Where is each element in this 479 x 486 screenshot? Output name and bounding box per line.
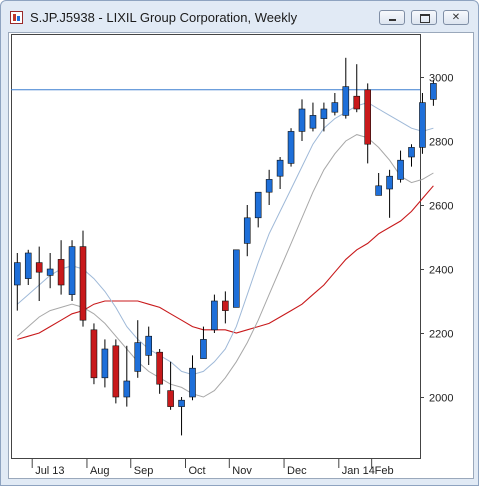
candle-up[interactable] (178, 399, 185, 407)
candle-up[interactable] (101, 348, 109, 379)
candle-up[interactable] (331, 102, 339, 113)
candle-up[interactable] (276, 159, 284, 177)
candle-up[interactable] (430, 83, 437, 100)
candle-down[interactable] (79, 246, 87, 321)
candle-up[interactable] (145, 335, 152, 356)
x-tick-label: Jan 14 (342, 465, 375, 477)
candle-up[interactable] (408, 147, 415, 158)
close-icon[interactable] (443, 10, 469, 25)
candle-up[interactable] (375, 185, 382, 196)
y-tick-label: 2000 (429, 393, 453, 405)
candle-down[interactable] (222, 300, 229, 311)
x-tick-label: Oct (189, 465, 206, 477)
moving-average-mid (16, 134, 434, 398)
y-tick-label: 2600 (429, 201, 453, 213)
candle-up[interactable] (386, 175, 393, 190)
candle-up[interactable] (254, 191, 262, 219)
candle-up[interactable] (298, 108, 306, 132)
candle-down[interactable] (167, 390, 174, 407)
maximize-icon[interactable] (411, 10, 437, 25)
candle-up[interactable] (123, 380, 131, 398)
candle-up[interactable] (211, 300, 218, 331)
plot-frame (11, 34, 421, 459)
candle-up[interactable] (397, 159, 404, 180)
candle-up[interactable] (243, 217, 251, 244)
candle-up[interactable] (265, 179, 273, 193)
candle-up[interactable] (309, 115, 317, 129)
x-tick-label: Sep (134, 465, 154, 477)
moving-average-slow (17, 185, 434, 340)
candle-up[interactable] (320, 108, 328, 119)
candle-down[interactable] (156, 351, 163, 385)
x-tick-label: Feb (375, 465, 394, 477)
candle-down[interactable] (90, 329, 98, 379)
candle-up[interactable] (200, 339, 207, 359)
candle-down[interactable] (364, 89, 372, 145)
x-tick-label: Nov (232, 465, 252, 477)
candle-up[interactable] (189, 367, 196, 398)
chart-app-icon[interactable] (10, 11, 23, 24)
minimize-icon[interactable] (379, 10, 405, 25)
candle-up[interactable] (287, 131, 295, 164)
x-tick-label: Aug (90, 465, 110, 477)
title-bar[interactable]: S.JP.J5938 - LIXIL Group Corporation, We… (1, 1, 478, 31)
candle-up[interactable] (342, 86, 350, 116)
y-tick-label: 2200 (429, 329, 453, 341)
candle-up[interactable] (24, 252, 32, 279)
candle-down[interactable] (57, 259, 65, 286)
candle-up[interactable] (46, 268, 54, 276)
x-tick-label: Jul 13 (35, 465, 64, 477)
chart-area[interactable]: 2000 2200 2400 2600 2800 3000 Jul 13 Aug Sep Oct N… (8, 32, 474, 479)
y-tick-label: 2800 (429, 137, 453, 149)
y-tick-label: 2400 (429, 265, 453, 277)
candle-up[interactable] (419, 102, 426, 148)
y-tick-label: 3000 (429, 73, 453, 85)
candle-down[interactable] (112, 345, 120, 398)
x-tick-label: Dec (287, 465, 307, 477)
moving-average-fast (16, 102, 434, 376)
candle-up[interactable] (233, 249, 240, 308)
candle-up[interactable] (134, 342, 142, 372)
candle-down[interactable] (35, 262, 43, 273)
candlestick-chart[interactable]: 2000 2200 2400 2600 2800 3000 Jul 13 Aug Sep Oct N… (9, 33, 473, 478)
window-title: S.JP.J5938 - LIXIL Group Corporation, We… (30, 10, 298, 25)
candle-up[interactable] (68, 246, 76, 295)
candle-up[interactable] (14, 262, 21, 286)
candle-down[interactable] (353, 95, 361, 110)
